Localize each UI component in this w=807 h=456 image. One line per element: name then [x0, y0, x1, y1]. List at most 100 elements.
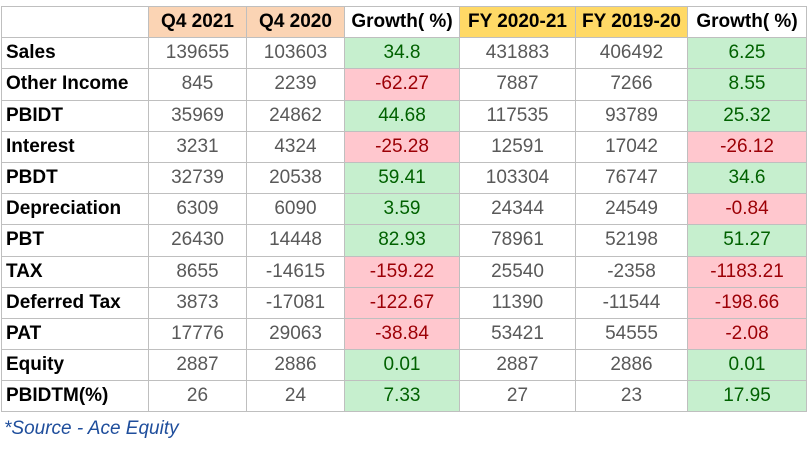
value-cell: 12591 — [459, 130, 576, 163]
row-label: PAT — [1, 317, 149, 351]
row-label: TAX — [1, 255, 149, 288]
value-cell: 103603 — [246, 37, 345, 70]
value-cell: 2886 — [575, 349, 688, 382]
data-row: PBDT 32739 20538 59.41 103304 76747 34.6 — [1, 161, 807, 195]
growth-cell: -25.28 — [344, 130, 460, 163]
value-cell: 20538 — [246, 161, 345, 195]
value-cell: 35969 — [148, 99, 247, 132]
value-cell: 23 — [575, 380, 688, 413]
growth-cell: -62.27 — [344, 68, 460, 101]
value-cell: 7887 — [459, 68, 576, 101]
data-row: Interest 3231 4324 -25.28 12591 17042 -26.12 — [1, 130, 807, 163]
value-cell: -2358 — [575, 255, 688, 288]
column-header: Q4 2021 — [148, 5, 247, 39]
value-cell: 103304 — [459, 161, 576, 195]
value-cell: 25540 — [459, 255, 576, 288]
value-cell: 93789 — [575, 99, 688, 132]
value-cell: -11544 — [575, 286, 688, 319]
row-label: PBT — [1, 224, 149, 257]
value-cell: 78961 — [459, 224, 576, 257]
value-cell: 24549 — [575, 193, 688, 226]
row-label: Depreciation — [1, 193, 149, 226]
data-row: TAX 8655 -14615 -159.22 25540 -2358 -1183.21 — [1, 255, 807, 288]
data-row: Depreciation 6309 6090 3.59 24344 24549 -0.84 — [1, 193, 807, 226]
value-cell: 117535 — [459, 99, 576, 132]
financial-table: Q4 2021 Q4 2020 Growth( %) FY 2020-21 FY 201… — [1, 5, 807, 413]
value-cell: 8655 — [148, 255, 247, 288]
source-note: *Source - Ace Equity — [4, 418, 179, 439]
growth-cell: 82.93 — [344, 224, 460, 257]
growth-cell: -0.84 — [687, 193, 807, 226]
row-label: Sales — [1, 37, 149, 70]
corner-cell — [1, 5, 149, 39]
value-cell: 3231 — [148, 130, 247, 163]
data-row: PBIDT 35969 24862 44.68 117535 93789 25.32 — [1, 99, 807, 132]
growth-cell: -2.08 — [687, 317, 807, 351]
growth-cell: -198.66 — [687, 286, 807, 319]
value-cell: 29063 — [246, 317, 345, 351]
growth-cell: 34.6 — [687, 161, 807, 195]
growth-cell: 8.55 — [687, 68, 807, 101]
value-cell: 26430 — [148, 224, 247, 257]
growth-cell: 3.59 — [344, 193, 460, 226]
value-cell: 3873 — [148, 286, 247, 319]
row-label: Interest — [1, 130, 149, 163]
value-cell: 139655 — [148, 37, 247, 70]
column-header: Growth( %) — [344, 5, 460, 39]
value-cell: -17081 — [246, 286, 345, 319]
row-label: PBIDT — [1, 99, 149, 132]
value-cell: 6309 — [148, 193, 247, 226]
value-cell: 27 — [459, 380, 576, 413]
value-cell: 17776 — [148, 317, 247, 351]
value-cell: 24862 — [246, 99, 345, 132]
data-row: PBIDTM(%) 26 24 7.33 27 23 17.95 — [1, 380, 807, 413]
growth-cell: 6.25 — [687, 37, 807, 70]
value-cell: 52198 — [575, 224, 688, 257]
data-row: Sales 139655 103603 34.8 431883 406492 6.25 — [1, 37, 807, 70]
growth-cell: -122.67 — [344, 286, 460, 319]
value-cell: 17042 — [575, 130, 688, 163]
value-cell: 4324 — [246, 130, 345, 163]
row-label: Deferred Tax — [1, 286, 149, 319]
value-cell: 14448 — [246, 224, 345, 257]
value-cell: 54555 — [575, 317, 688, 351]
growth-cell: 0.01 — [687, 349, 807, 382]
value-cell: -14615 — [246, 255, 345, 288]
value-cell: 24 — [246, 380, 345, 413]
row-label: PBDT — [1, 161, 149, 195]
row-label: Other Income — [1, 68, 149, 101]
value-cell: 2887 — [148, 349, 247, 382]
value-cell: 2886 — [246, 349, 345, 382]
value-cell: 2887 — [459, 349, 576, 382]
growth-cell: 59.41 — [344, 161, 460, 195]
value-cell: 431883 — [459, 37, 576, 70]
value-cell: 845 — [148, 68, 247, 101]
value-cell: 53421 — [459, 317, 576, 351]
growth-cell: -38.84 — [344, 317, 460, 351]
value-cell: 24344 — [459, 193, 576, 226]
row-label: Equity — [1, 349, 149, 382]
data-row: Equity 2887 2886 0.01 2887 2886 0.01 — [1, 349, 807, 382]
growth-cell: -26.12 — [687, 130, 807, 163]
growth-cell: 34.8 — [344, 37, 460, 70]
data-row: Deferred Tax 3873 -17081 -122.67 11390 -11544… — [1, 286, 807, 319]
row-label: PBIDTM(%) — [1, 380, 149, 413]
header-row: Q4 2021 Q4 2020 Growth( %) FY 2020-21 FY 201… — [1, 5, 807, 39]
data-row: Other Income 845 2239 -62.27 7887 7266 8.55 — [1, 68, 807, 101]
column-header: FY 2019-20 — [575, 5, 688, 39]
column-header: Growth( %) — [687, 5, 807, 39]
growth-cell: 44.68 — [344, 99, 460, 132]
column-header: FY 2020-21 — [459, 5, 576, 39]
data-row: PBT 26430 14448 82.93 78961 52198 51.27 — [1, 224, 807, 257]
value-cell: 6090 — [246, 193, 345, 226]
growth-cell: 51.27 — [687, 224, 807, 257]
value-cell: 7266 — [575, 68, 688, 101]
value-cell: 26 — [148, 380, 247, 413]
growth-cell: 25.32 — [687, 99, 807, 132]
value-cell: 2239 — [246, 68, 345, 101]
growth-cell: 7.33 — [344, 380, 460, 413]
growth-cell: 17.95 — [687, 380, 807, 413]
value-cell: 76747 — [575, 161, 688, 195]
data-row: PAT 17776 29063 -38.84 53421 54555 -2.08 — [1, 317, 807, 351]
